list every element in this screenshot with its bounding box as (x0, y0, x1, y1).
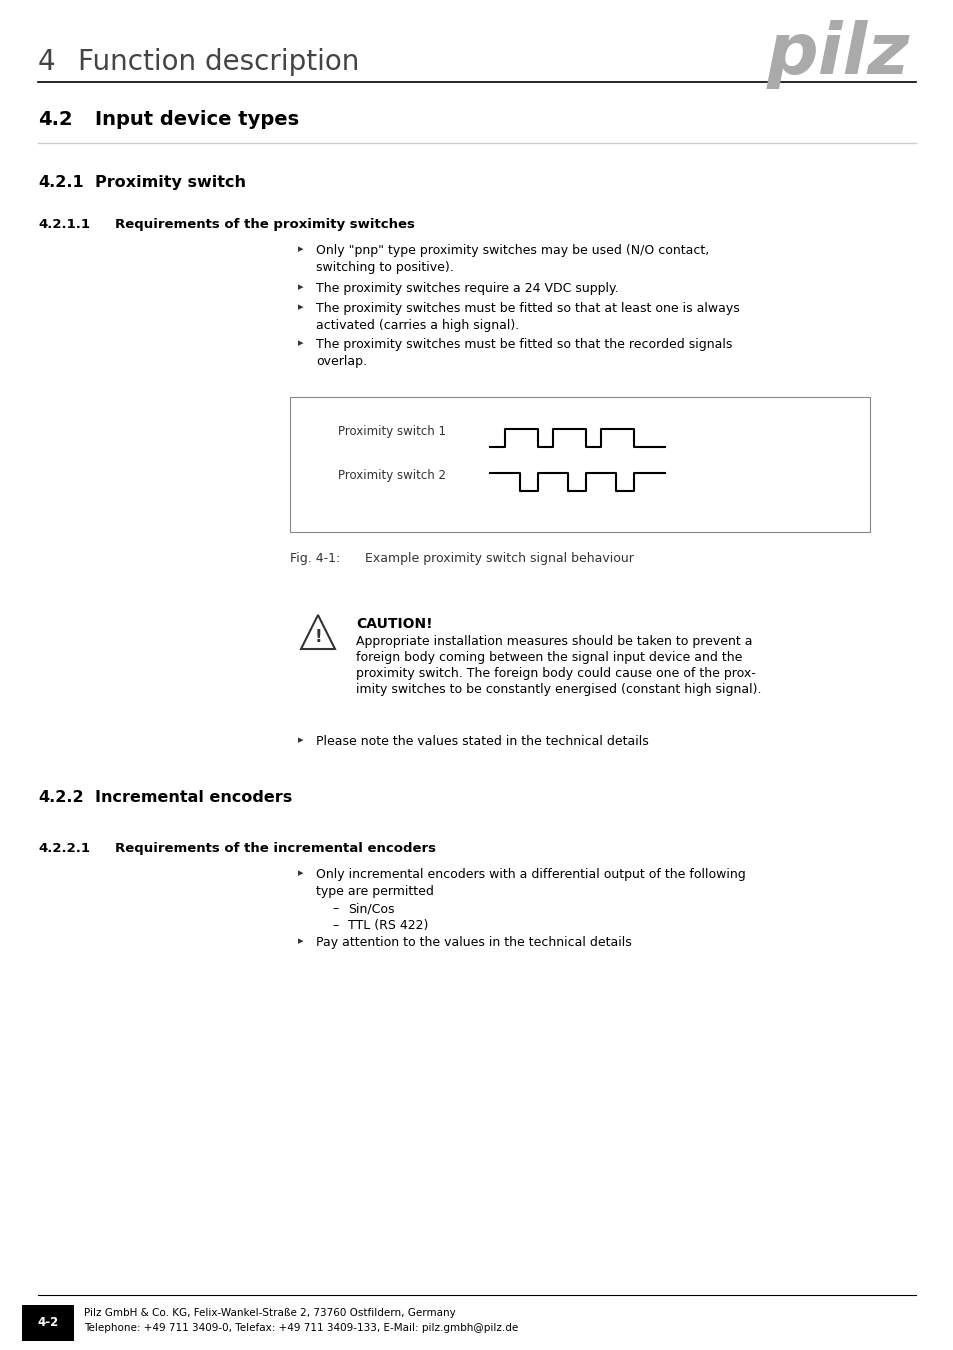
Text: Requirements of the proximity switches: Requirements of the proximity switches (115, 217, 415, 231)
Text: 4.2.2.1: 4.2.2.1 (38, 842, 90, 855)
Text: The proximity switches require a 24 VDC supply.: The proximity switches require a 24 VDC … (315, 282, 618, 296)
Text: Example proximity switch signal behaviour: Example proximity switch signal behaviou… (365, 552, 633, 566)
Text: 4: 4 (38, 49, 55, 76)
Text: CAUTION!: CAUTION! (355, 617, 432, 630)
Text: ▸: ▸ (297, 338, 303, 348)
Text: Proximity switch: Proximity switch (95, 176, 246, 190)
Text: switching to positive).: switching to positive). (315, 261, 454, 274)
Text: activated (carries a high signal).: activated (carries a high signal). (315, 319, 518, 332)
Text: ▸: ▸ (297, 282, 303, 292)
Text: 4-2: 4-2 (37, 1316, 58, 1330)
Text: The proximity switches must be fitted so that the recorded signals: The proximity switches must be fitted so… (315, 338, 732, 351)
Text: Function description: Function description (78, 49, 359, 76)
Text: Appropriate installation measures should be taken to prevent a: Appropriate installation measures should… (355, 634, 752, 648)
Text: 4.2.1: 4.2.1 (38, 176, 84, 190)
Text: –: – (332, 902, 338, 915)
Text: type are permitted: type are permitted (315, 886, 434, 898)
Text: –: – (332, 919, 338, 931)
Text: ▸: ▸ (297, 936, 303, 946)
Text: ▸: ▸ (297, 244, 303, 254)
Bar (22, 1305, 74, 1341)
Text: Proximity switch 2: Proximity switch 2 (337, 468, 446, 482)
Text: 4.2.2: 4.2.2 (38, 790, 84, 805)
Text: proximity switch. The foreign body could cause one of the prox-: proximity switch. The foreign body could… (355, 667, 755, 680)
Text: Pilz GmbH & Co. KG, Felix-Wankel-Straße 2, 73760 Ostfildern, Germany: Pilz GmbH & Co. KG, Felix-Wankel-Straße … (84, 1308, 456, 1318)
Text: TTL (RS 422): TTL (RS 422) (348, 919, 428, 931)
Text: Pay attention to the values in the technical details: Pay attention to the values in the techn… (315, 936, 631, 949)
Bar (290, 397, 869, 532)
Text: ▸: ▸ (297, 868, 303, 878)
Text: Only incremental encoders with a differential output of the following: Only incremental encoders with a differe… (315, 868, 745, 882)
Text: ▸: ▸ (297, 302, 303, 312)
Text: Input device types: Input device types (95, 109, 299, 130)
Text: Only "pnp" type proximity switches may be used (N/O contact,: Only "pnp" type proximity switches may b… (315, 244, 708, 256)
Text: pilz: pilz (766, 20, 909, 89)
Text: Please note the values stated in the technical details: Please note the values stated in the tec… (315, 734, 648, 748)
Text: Telephone: +49 711 3409-0, Telefax: +49 711 3409-133, E-Mail: pilz.gmbh@pilz.de: Telephone: +49 711 3409-0, Telefax: +49 … (84, 1323, 517, 1332)
Text: overlap.: overlap. (315, 355, 367, 369)
Text: ▸: ▸ (297, 734, 303, 745)
Text: Incremental encoders: Incremental encoders (95, 790, 292, 805)
Text: The proximity switches must be fitted so that at least one is always: The proximity switches must be fitted so… (315, 302, 739, 315)
Text: Fig. 4-1:: Fig. 4-1: (290, 552, 340, 566)
Text: Proximity switch 1: Proximity switch 1 (337, 425, 446, 437)
Text: !: ! (314, 628, 321, 647)
Text: Requirements of the incremental encoders: Requirements of the incremental encoders (115, 842, 436, 855)
Text: 4.2: 4.2 (38, 109, 72, 130)
Text: Sin/Cos: Sin/Cos (348, 902, 395, 915)
Text: foreign body coming between the signal input device and the: foreign body coming between the signal i… (355, 651, 741, 664)
Text: imity switches to be constantly energised (constant high signal).: imity switches to be constantly energise… (355, 683, 760, 697)
Text: 4.2.1.1: 4.2.1.1 (38, 217, 90, 231)
